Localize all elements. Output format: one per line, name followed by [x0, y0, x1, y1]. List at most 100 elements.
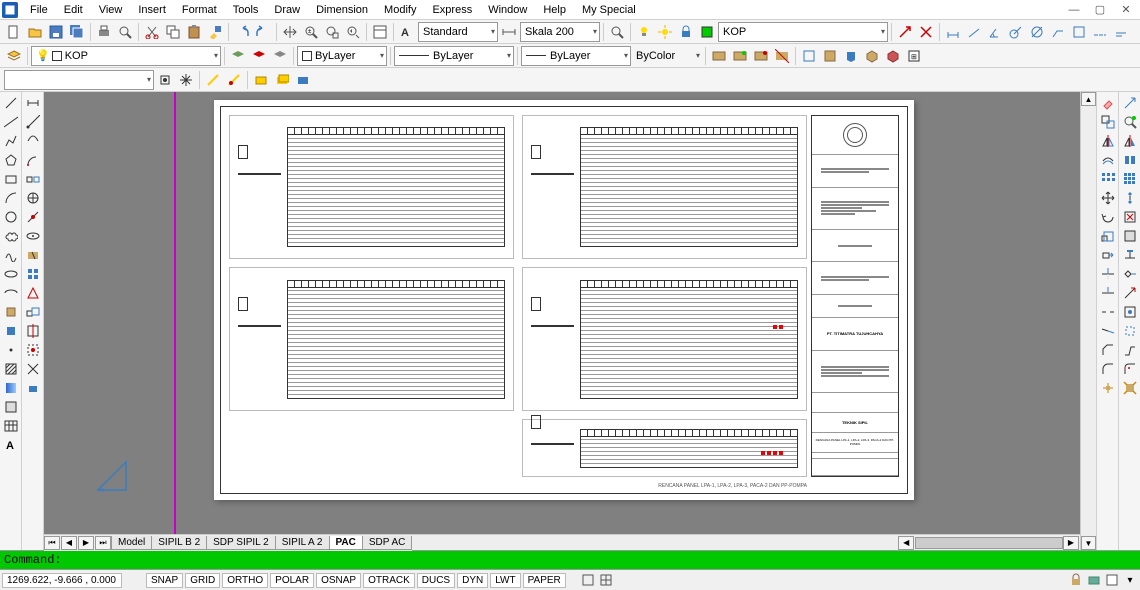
hatch-button[interactable] — [2, 360, 20, 378]
layer-combo[interactable]: 💡 KOP — [31, 46, 221, 66]
dim-leader-button[interactable] — [1048, 22, 1068, 42]
new-button[interactable] — [4, 22, 24, 42]
gradient-button[interactable] — [2, 379, 20, 397]
misc-btn-1[interactable] — [155, 70, 175, 90]
mod-1[interactable] — [24, 170, 42, 188]
m2-10[interactable] — [1121, 265, 1139, 283]
toggle-dyn[interactable]: DYN — [457, 573, 488, 588]
menu-view[interactable]: View — [91, 2, 131, 18]
dim-base-button[interactable] — [1111, 22, 1131, 42]
misc-btn-7[interactable] — [293, 70, 313, 90]
copy-button[interactable] — [163, 22, 183, 42]
menu-draw[interactable]: Draw — [266, 2, 308, 18]
toggle-paper[interactable]: PAPER — [523, 573, 566, 588]
mod-5[interactable] — [24, 246, 42, 264]
layerstate-4[interactable] — [772, 46, 792, 66]
mod-11[interactable] — [24, 360, 42, 378]
erase-button[interactable] — [1099, 94, 1117, 112]
maximize-button[interactable]: ▢ — [1088, 2, 1112, 18]
cut-button[interactable] — [142, 22, 162, 42]
misc-btn-3[interactable] — [203, 70, 223, 90]
textstyle-combo[interactable]: Standard — [418, 22, 498, 42]
m2-13[interactable] — [1121, 322, 1139, 340]
tab-sipil-a-2[interactable]: SIPIL A 2 — [275, 536, 330, 550]
menu-format[interactable]: Format — [174, 2, 225, 18]
layerstate-1[interactable] — [709, 46, 729, 66]
layer-combo-2[interactable]: KOP — [718, 22, 888, 42]
dim-angular-button[interactable] — [985, 22, 1005, 42]
circle-button[interactable] — [2, 208, 20, 226]
arc3-button[interactable] — [24, 132, 42, 150]
misc-btn-4[interactable] — [224, 70, 244, 90]
pan-button[interactable] — [280, 22, 300, 42]
vscroll-down[interactable]: ▼ — [1081, 536, 1096, 550]
save-button[interactable] — [46, 22, 66, 42]
drawing-canvas[interactable]: RENCANA PANEL LPA-1, LPA-2, LPA-3, PACA-… — [44, 92, 1080, 534]
toggle-polar[interactable]: POLAR — [270, 573, 314, 588]
chamfer-button[interactable] — [1099, 341, 1117, 359]
mtext-button[interactable]: A — [2, 436, 20, 454]
explode-button[interactable] — [1099, 379, 1117, 397]
scale-button[interactable] — [1099, 227, 1117, 245]
break-button[interactable] — [1099, 303, 1117, 321]
revcloud-button[interactable] — [2, 227, 20, 245]
m2-4[interactable] — [1121, 151, 1139, 169]
dim-ord-button[interactable] — [1069, 22, 1089, 42]
print-button[interactable] — [94, 22, 114, 42]
m2-5[interactable] — [1121, 170, 1139, 188]
dim-cont-button[interactable] — [1090, 22, 1110, 42]
tab-next[interactable]: ▶ — [78, 536, 94, 550]
status-lock-icon[interactable] — [1068, 572, 1084, 588]
plotstyle-combo[interactable]: ByColor — [632, 46, 702, 66]
stretch-button[interactable] — [1099, 246, 1117, 264]
ray-button[interactable] — [24, 113, 42, 131]
status-grid-icon[interactable] — [598, 572, 614, 588]
status-tray-3[interactable]: ▾ — [1122, 572, 1138, 588]
color-combo[interactable]: ByLayer — [297, 46, 387, 66]
dist-button[interactable] — [24, 94, 42, 112]
dimstyle-combo[interactable]: Skala 200 — [520, 22, 600, 42]
array-button[interactable] — [1099, 170, 1117, 188]
ellipsearc-button[interactable] — [2, 284, 20, 302]
minimize-button[interactable]: — — [1062, 2, 1086, 18]
misc-btn-6[interactable] — [272, 70, 292, 90]
menu-window[interactable]: Window — [480, 2, 535, 18]
lineweight-combo[interactable]: ByLayer — [521, 46, 631, 66]
mod-2[interactable] — [24, 189, 42, 207]
zoom-window-button[interactable] — [322, 22, 342, 42]
insert-button[interactable] — [2, 303, 20, 321]
menu-help[interactable]: Help — [535, 2, 574, 18]
menu-myspecial[interactable]: My Special — [574, 2, 644, 18]
block-button-6[interactable]: ⊞ — [904, 46, 924, 66]
m2-8[interactable] — [1121, 227, 1139, 245]
toggle-otrack[interactable]: OTRACK — [363, 573, 415, 588]
mod-3[interactable] — [24, 208, 42, 226]
command-line[interactable]: Command: — [0, 550, 1140, 570]
toggle-snap[interactable]: SNAP — [146, 573, 183, 588]
m2-3[interactable] — [1121, 132, 1139, 150]
layer-iso-button[interactable] — [249, 46, 269, 66]
menu-express[interactable]: Express — [424, 2, 480, 18]
menu-modify[interactable]: Modify — [376, 2, 424, 18]
find-button[interactable] — [607, 22, 627, 42]
toggle-lwt[interactable]: LWT — [490, 573, 520, 588]
status-tray-2[interactable] — [1104, 572, 1120, 588]
mod-8[interactable] — [24, 303, 42, 321]
mod-9[interactable] — [24, 322, 42, 340]
tab-sipil-b-2[interactable]: SIPIL B 2 — [151, 536, 207, 550]
block-button-4[interactable] — [862, 46, 882, 66]
m2-1[interactable] — [1121, 94, 1139, 112]
properties-button[interactable] — [370, 22, 390, 42]
block-button-2[interactable] — [820, 46, 840, 66]
status-tray-1[interactable] — [1086, 572, 1102, 588]
m2-2[interactable] — [1121, 113, 1139, 131]
block-button[interactable] — [2, 322, 20, 340]
layerstate-2[interactable] — [730, 46, 750, 66]
hscroll-thumb[interactable] — [915, 537, 1063, 549]
mod-7[interactable] — [24, 284, 42, 302]
point-button[interactable] — [2, 341, 20, 359]
layer-prev-button[interactable] — [228, 46, 248, 66]
mirror-button[interactable] — [1099, 132, 1117, 150]
m2-9[interactable] — [1121, 246, 1139, 264]
status-model-icon[interactable] — [580, 572, 596, 588]
